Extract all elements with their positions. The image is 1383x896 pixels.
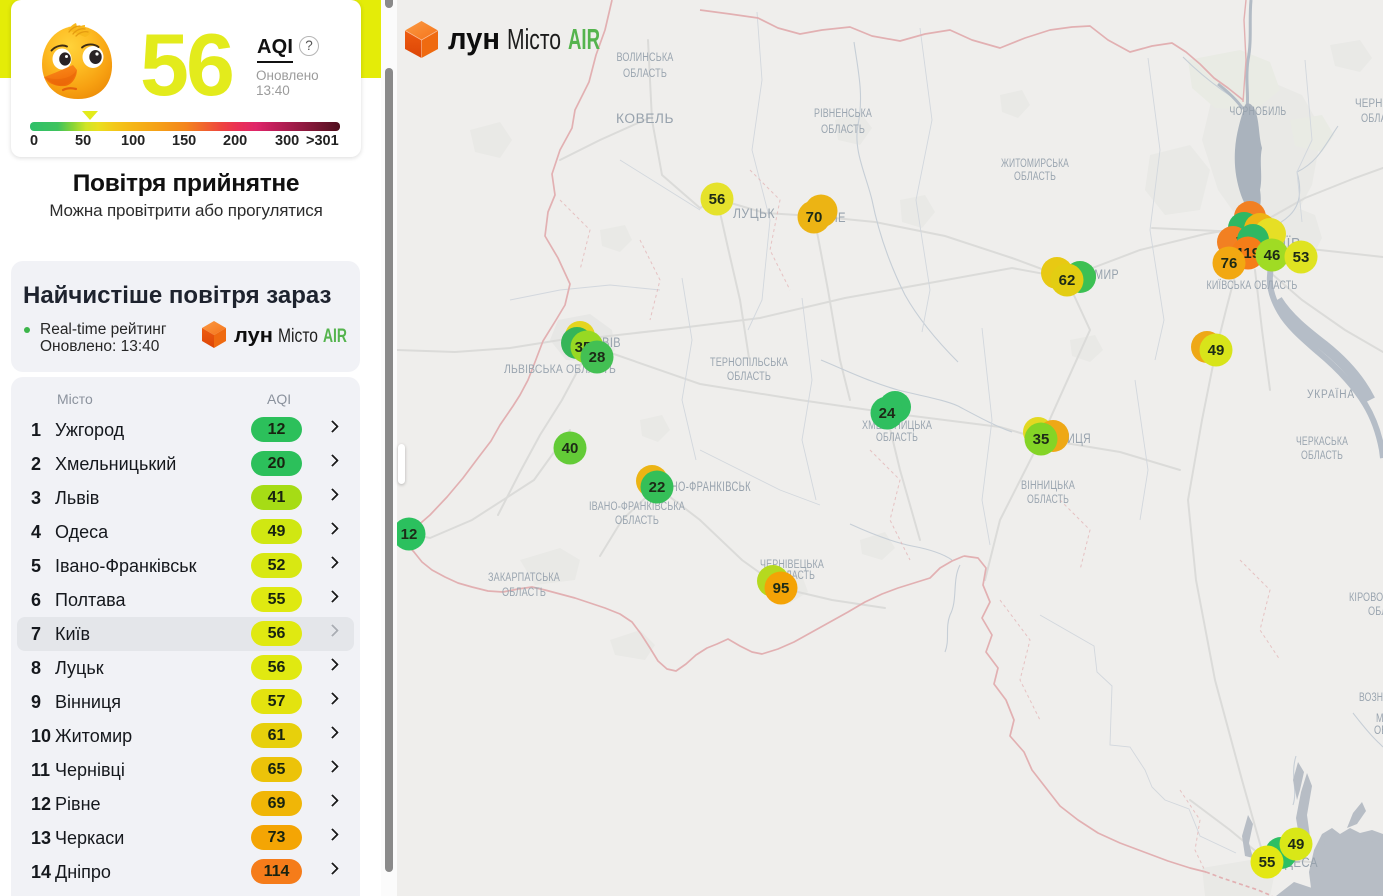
svg-text:ЛУЦЬК: ЛУЦЬК bbox=[733, 206, 775, 221]
svg-text:ОБЛАСТЬ: ОБЛАСТЬ bbox=[821, 124, 865, 136]
svg-text:КИЇВСЬКА ОБЛАСТЬ: КИЇВСЬКА ОБЛАСТЬ bbox=[1207, 280, 1298, 292]
svg-text:24: 24 bbox=[879, 405, 896, 422]
svg-text:ОБЛАСТЬ: ОБЛАСТЬ bbox=[1368, 606, 1383, 618]
svg-text:ЗАКАРПАТСЬКА: ЗАКАРПАТСЬКА bbox=[488, 572, 560, 584]
svg-text:53: 53 bbox=[1293, 249, 1310, 266]
svg-text:ОБЛАСТЬ: ОБЛАСТЬ bbox=[623, 68, 667, 80]
svg-text:МИКОЛАЇВСЬКА: МИКОЛАЇВСЬКА bbox=[1376, 713, 1383, 725]
svg-text:49: 49 bbox=[1288, 836, 1305, 853]
svg-text:95: 95 bbox=[773, 580, 790, 597]
svg-text:КОВЕЛЬ: КОВЕЛЬ bbox=[616, 111, 674, 126]
svg-text:ТЕРНОПІЛЬСЬКА: ТЕРНОПІЛЬСЬКА bbox=[710, 357, 788, 369]
svg-text:55: 55 bbox=[1259, 854, 1276, 871]
svg-text:ОБЛАСТЬ: ОБЛАСТЬ bbox=[1361, 113, 1383, 125]
svg-text:22: 22 bbox=[649, 479, 666, 496]
svg-text:ОБЛАСТЬ: ОБЛАСТЬ bbox=[502, 587, 546, 599]
svg-text:ІВАНО-ФРАНКІВСЬКА: ІВАНО-ФРАНКІВСЬКА bbox=[589, 501, 685, 513]
svg-text:ОБЛАСТЬ: ОБЛАСТЬ bbox=[1014, 171, 1056, 183]
svg-text:ЧОРНОБИЛЬ: ЧОРНОБИЛЬ bbox=[1230, 106, 1287, 118]
svg-text:Місто: Місто bbox=[278, 326, 318, 347]
svg-text:ЖИТОМИРСЬКА: ЖИТОМИРСЬКА bbox=[1001, 158, 1069, 170]
svg-text:AIR: AIR bbox=[568, 24, 600, 56]
svg-text:ОБЛАСТЬ: ОБЛАСТЬ bbox=[876, 432, 918, 444]
svg-text:ОБЛАСТЬ: ОБЛАСТЬ bbox=[615, 515, 659, 527]
svg-text:РІВНЕНСЬКА: РІВНЕНСЬКА bbox=[814, 108, 872, 120]
svg-text:56: 56 bbox=[709, 191, 726, 208]
svg-text:35: 35 bbox=[1033, 431, 1050, 448]
svg-text:76: 76 bbox=[1221, 255, 1238, 272]
svg-text:46: 46 bbox=[1264, 247, 1281, 264]
svg-text:ВІННИЦЬКА: ВІННИЦЬКА bbox=[1021, 480, 1075, 492]
svg-text:ОБЛАСТЬ: ОБЛАСТЬ bbox=[1374, 725, 1383, 737]
svg-text:УКРАЇНА: УКРАЇНА bbox=[1307, 389, 1355, 401]
svg-text:лун: лун bbox=[234, 325, 273, 347]
svg-text:Місто: Місто bbox=[507, 24, 561, 56]
svg-text:12: 12 bbox=[401, 526, 418, 543]
svg-text:ВОЗНЕСЕНСЬК: ВОЗНЕСЕНСЬК bbox=[1359, 692, 1383, 704]
svg-text:ОБЛАСТЬ: ОБЛАСТЬ bbox=[1301, 450, 1343, 462]
svg-text:ОБЛАСТЬ: ОБЛАСТЬ bbox=[1027, 494, 1069, 506]
svg-text:ВОЛИНСЬКА: ВОЛИНСЬКА bbox=[617, 52, 674, 64]
svg-text:AIR: AIR bbox=[323, 326, 347, 347]
svg-text:ОБЛАСТЬ: ОБЛАСТЬ bbox=[727, 371, 771, 383]
svg-text:ЧЕРКАСЬКА: ЧЕРКАСЬКА bbox=[1296, 436, 1348, 448]
svg-text:лун: лун bbox=[448, 21, 500, 56]
svg-text:62: 62 bbox=[1059, 272, 1076, 289]
svg-text:КІРОВОГРАДСЬКА: КІРОВОГРАДСЬКА bbox=[1349, 592, 1383, 604]
svg-text:49: 49 bbox=[1208, 342, 1225, 359]
svg-text:ЧЕРНІГІВСЬКА: ЧЕРНІГІВСЬКА bbox=[1355, 98, 1383, 110]
svg-text:70: 70 bbox=[806, 209, 823, 226]
svg-text:40: 40 bbox=[562, 440, 579, 457]
svg-text:ІВАНО-ФРАНКІВСЬК: ІВАНО-ФРАНКІВСЬК bbox=[655, 479, 751, 494]
svg-text:28: 28 bbox=[589, 349, 606, 366]
